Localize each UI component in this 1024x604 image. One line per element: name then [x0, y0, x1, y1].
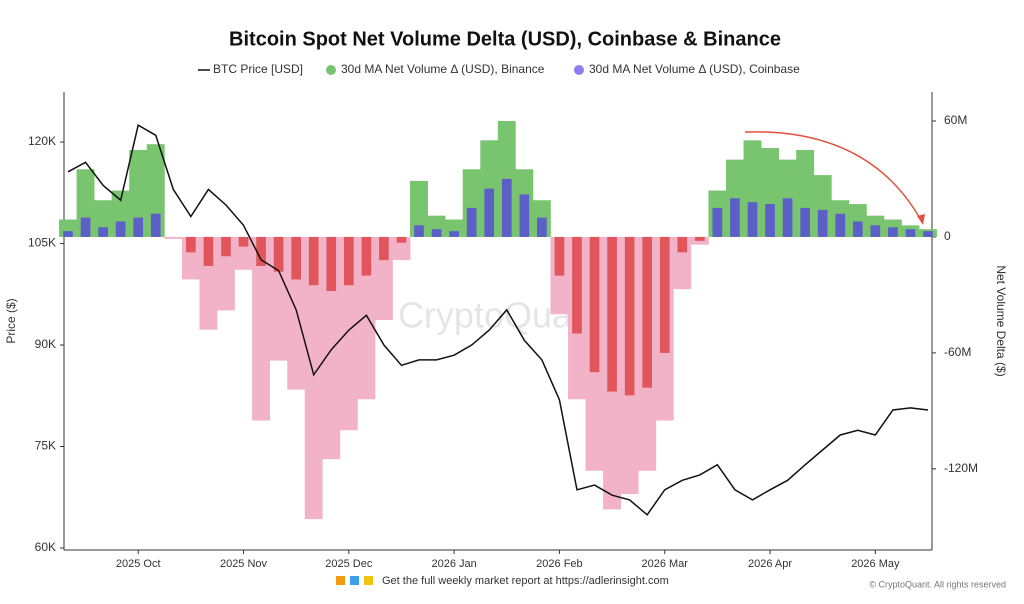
- y2-tick-label: 0: [944, 229, 951, 243]
- bar: [164, 236, 183, 239]
- x-tick-label: 2026 Feb: [536, 558, 582, 570]
- bar: [747, 202, 758, 237]
- bar: [357, 236, 376, 400]
- y-tick-label: 90K: [35, 337, 56, 351]
- annotation-arrow: [744, 131, 923, 223]
- bar: [146, 144, 165, 237]
- y-tick-label: 120K: [28, 134, 56, 148]
- bar: [817, 209, 828, 237]
- bar: [252, 236, 271, 421]
- legend-label: BTC Price [USD]: [213, 62, 303, 76]
- bar: [782, 198, 793, 237]
- bar: [695, 236, 705, 241]
- bar: [396, 236, 407, 243]
- x-tick-label: 2025 Nov: [220, 558, 268, 570]
- bar: [677, 236, 688, 253]
- bar: [80, 217, 91, 237]
- bar: [343, 236, 354, 286]
- bar: [410, 180, 428, 237]
- x-tick-label: 2026 Apr: [748, 558, 792, 570]
- legend-dot: [574, 65, 584, 75]
- x-tick-label: 2026 May: [851, 558, 900, 570]
- bar: [186, 236, 196, 253]
- bar: [291, 236, 301, 280]
- price-line: [67, 123, 929, 516]
- bar: [256, 236, 266, 266]
- bar: [322, 236, 341, 460]
- bar: [923, 231, 933, 237]
- bar: [852, 221, 863, 237]
- y-tick-label: 105K: [28, 236, 56, 250]
- bar: [379, 236, 389, 261]
- copyright: © CryptoQuant. All rights reserved: [869, 579, 1006, 589]
- legend-label: 30d MA Net Volume Δ (USD), Binance: [341, 62, 545, 76]
- icon: [350, 576, 359, 585]
- bar: [607, 236, 617, 392]
- legend-dot: [326, 65, 336, 75]
- bar: [589, 236, 600, 373]
- bar: [870, 225, 881, 237]
- bar: [800, 207, 810, 237]
- bar: [888, 227, 898, 237]
- bar: [133, 217, 144, 237]
- chart-title: Bitcoin Spot Net Volume Delta (USD), Coi…: [229, 28, 781, 50]
- bar: [150, 213, 161, 237]
- bar: [449, 231, 459, 237]
- icon: [336, 576, 345, 585]
- bar: [730, 198, 740, 237]
- bar: [339, 236, 358, 431]
- x-tick-label: 2026 Jan: [431, 558, 476, 570]
- y2-tick-label: -120M: [944, 461, 978, 475]
- bar: [484, 188, 495, 237]
- y2-axis-label: Net Volume Delta ($): [994, 265, 1008, 376]
- bar: [129, 149, 148, 237]
- legend-label: 30d MA Net Volume Δ (USD), Coinbase: [589, 62, 800, 76]
- bar: [238, 236, 249, 247]
- bar: [221, 236, 231, 257]
- y-tick-label: 60K: [35, 540, 56, 554]
- arrow-head: [917, 214, 925, 225]
- bar: [554, 236, 565, 276]
- bar: [519, 194, 530, 237]
- bar: [361, 236, 372, 276]
- bar: [326, 236, 337, 292]
- icon: [364, 576, 373, 585]
- x-tick-label: 2025 Dec: [325, 558, 373, 570]
- bar: [431, 229, 442, 237]
- y2-tick-label: 60M: [944, 113, 967, 127]
- bar: [98, 227, 108, 237]
- bar: [203, 236, 214, 266]
- bar: [765, 204, 775, 237]
- bar: [308, 236, 319, 286]
- bar: [712, 207, 723, 237]
- y-axis-label: Price ($): [4, 298, 18, 343]
- bar: [304, 236, 323, 520]
- y-tick-label: 75K: [35, 439, 56, 453]
- x-tick-label: 2025 Oct: [116, 558, 161, 570]
- bar: [624, 236, 635, 396]
- bar: [659, 236, 670, 353]
- y2-tick-label: -60M: [944, 345, 971, 359]
- bar: [63, 231, 73, 237]
- bar: [273, 236, 284, 272]
- bar: [905, 229, 916, 237]
- bar: [466, 207, 477, 237]
- bar: [642, 236, 653, 388]
- footer: Get the full weekly market report at htt…: [382, 575, 669, 587]
- bar: [115, 221, 126, 237]
- bar: [537, 217, 547, 237]
- x-tick-label: 2026 Mar: [641, 558, 688, 570]
- bar: [414, 225, 424, 237]
- bar: [572, 236, 582, 334]
- bar: [501, 178, 512, 237]
- bar: [835, 213, 846, 237]
